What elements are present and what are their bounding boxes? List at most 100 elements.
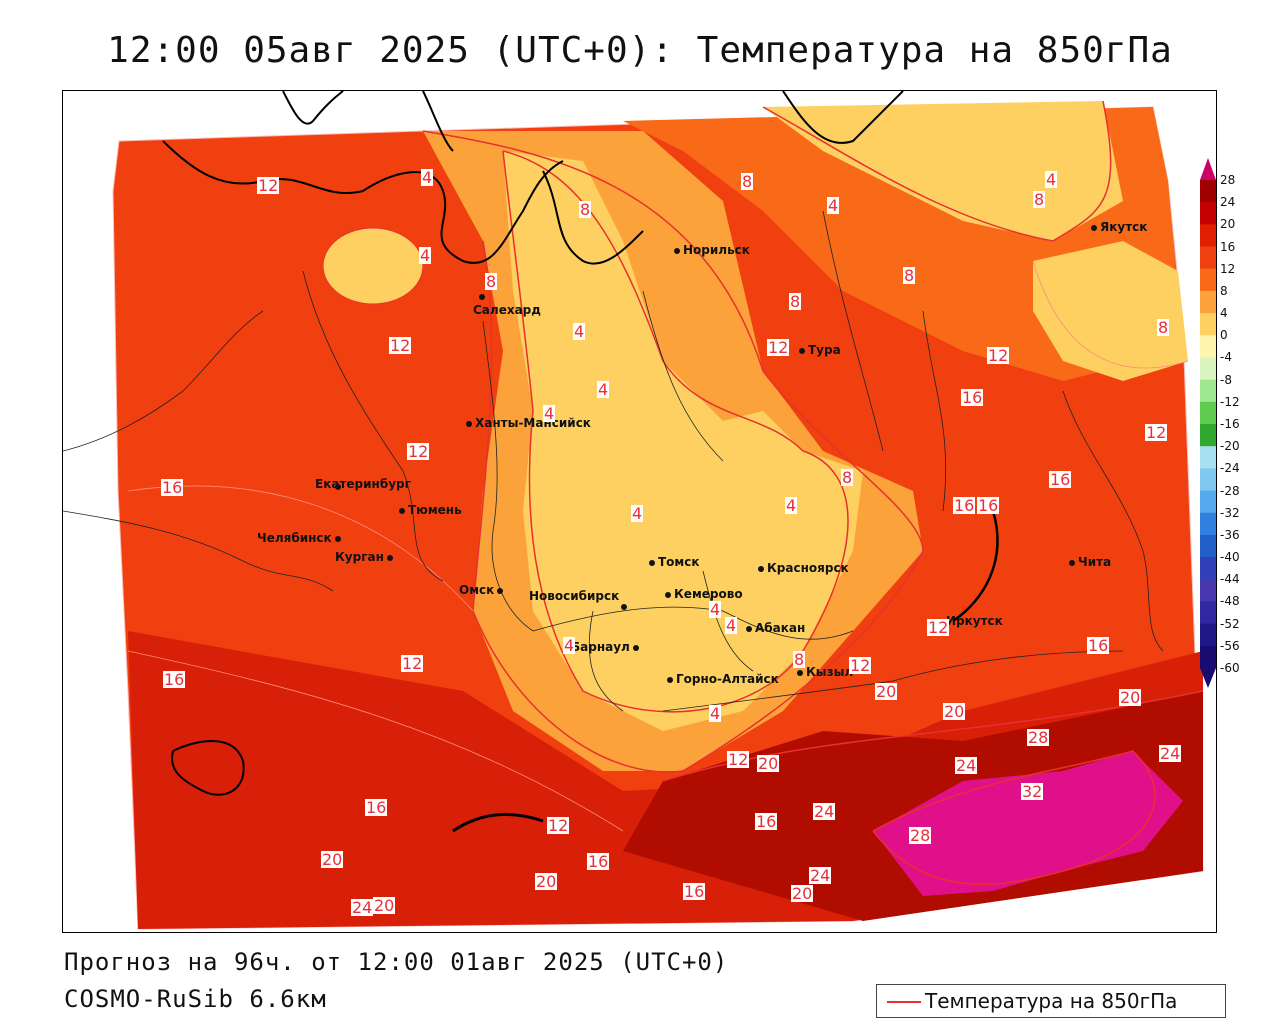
- city-yekaterinburg-label: Екатеринбург: [315, 477, 411, 491]
- contour-label: 16: [365, 798, 388, 817]
- contour-label: 16: [683, 882, 706, 901]
- city-novosibirsk[interactable]: Новосибирск: [529, 589, 620, 603]
- city-tyumen[interactable]: Тюмень: [399, 503, 462, 517]
- colorbar-swatch: [1200, 180, 1216, 203]
- city-marker: [479, 293, 485, 300]
- contour-label: 16: [755, 812, 778, 831]
- colorbar-swatch: [1200, 468, 1216, 492]
- yamal-yellow: [322, 227, 424, 305]
- contour-label: 12: [547, 816, 570, 835]
- contour-label: 8: [903, 266, 916, 285]
- map-canvas: [63, 91, 1204, 930]
- legend: Температура на 850гПа: [876, 984, 1226, 1018]
- city-kyzyl[interactable]: Кызыл: [797, 665, 853, 679]
- contour-label: 4: [631, 504, 644, 523]
- colorbar-swatches: [1200, 158, 1216, 688]
- contour-label: 20: [943, 702, 966, 721]
- contour-label: 24: [955, 756, 978, 775]
- contour-label: 8: [1033, 190, 1046, 209]
- colorbar: 28 24 20 16 12 8 4 0 -4 -8 -12 -16 -20 -24 -28 -32 -36 -4…: [1198, 158, 1278, 690]
- contour-label: 16: [163, 670, 186, 689]
- city-kemerovo[interactable]: Кемерово: [665, 587, 743, 601]
- contour-label: 4: [725, 616, 738, 635]
- temperature-map[interactable]: Норильск Якутск Салехард Тура Ханты-Манс…: [62, 90, 1217, 933]
- contour-label: 8: [841, 468, 854, 487]
- city-marker: [797, 669, 803, 676]
- legend-line-swatch: [887, 1001, 921, 1003]
- colorbar-max-arrow: [1200, 158, 1216, 180]
- city-marker: [335, 483, 341, 490]
- contour-label: 32: [1021, 782, 1044, 801]
- city-abakan[interactable]: Абакан: [746, 621, 805, 635]
- contour-label: 24: [351, 898, 374, 917]
- contour-label: 8: [789, 292, 802, 311]
- city-salekhard[interactable]: [479, 289, 488, 303]
- contour-label: 16: [587, 852, 610, 871]
- colorbar-swatch: [1200, 512, 1216, 536]
- city-marker: [649, 559, 655, 566]
- city-marker: [758, 565, 764, 572]
- contour-label: 8: [741, 172, 754, 191]
- forecast-caption: Прогноз на 96ч. от 12:00 01авг 2025 (UTC…: [64, 948, 729, 976]
- colorbar-swatch: [1200, 357, 1216, 381]
- colorbar-swatch: [1200, 446, 1216, 469]
- colorbar-swatch: [1200, 579, 1216, 602]
- colorbar-swatch: [1200, 623, 1216, 647]
- colorbar-swatch: [1200, 202, 1216, 225]
- city-marker: [334, 535, 341, 542]
- city-yekaterinburg[interactable]: [335, 479, 344, 493]
- city-khanty-mansiysk[interactable]: Ханты-Мансийск: [466, 416, 591, 430]
- city-omsk[interactable]: Омск: [459, 583, 506, 597]
- colorbar-swatch: [1200, 290, 1216, 314]
- novosibirsk-marker: [621, 599, 630, 613]
- city-marker: [497, 587, 504, 594]
- colorbar-tick-label: -24: [1220, 461, 1240, 476]
- city-norilsk[interactable]: Норильск: [674, 243, 750, 257]
- contour-label: 12: [849, 656, 872, 675]
- city-kurgan[interactable]: Курган: [335, 550, 396, 564]
- colorbar-tick-label: -52: [1220, 616, 1240, 631]
- contour-label: 24: [1159, 744, 1182, 763]
- contour-label: 20: [373, 896, 396, 915]
- contour-label: 4: [597, 380, 610, 399]
- colorbar-tick-label: -8: [1220, 372, 1232, 387]
- contour-label: 16: [1049, 470, 1072, 489]
- city-chita[interactable]: Чита: [1069, 555, 1111, 569]
- city-marker: [1069, 559, 1075, 566]
- contour-label: 20: [791, 884, 814, 903]
- contour-label: 20: [757, 754, 780, 773]
- contour-label: 20: [1119, 688, 1142, 707]
- colorbar-swatch: [1200, 601, 1216, 625]
- admin-boundaries: [63, 210, 1164, 712]
- colorbar-tick-label: 4: [1220, 306, 1228, 321]
- legend-label: Температура на 850гПа: [925, 989, 1178, 1013]
- colorbar-swatch: [1200, 379, 1216, 403]
- colorbar-swatch: [1200, 268, 1216, 292]
- city-marker: [466, 420, 472, 427]
- colorbar-tick-label: -28: [1220, 483, 1240, 498]
- page-title: 12:00 05авг 2025 (UTC+0): Температура на…: [107, 30, 1173, 71]
- city-marker: [399, 507, 405, 514]
- colorbar-tick-label: 28: [1220, 173, 1236, 187]
- colorbar-swatch: [1200, 645, 1216, 669]
- colorbar-tick-label: 8: [1220, 283, 1228, 298]
- city-tura[interactable]: Тура: [799, 343, 841, 357]
- contour-label: 12: [257, 176, 280, 195]
- city-yakutsk[interactable]: Якутск: [1091, 220, 1147, 234]
- contour-label: 8: [1157, 318, 1170, 337]
- colorbar-min-arrow: [1200, 668, 1216, 688]
- colorbar-swatch: [1200, 424, 1216, 447]
- city-krasnoyarsk[interactable]: Красноярск: [758, 561, 849, 575]
- contour-label: 20: [535, 872, 558, 891]
- city-chelyabinsk[interactable]: Челябинск: [257, 531, 344, 545]
- city-tomsk[interactable]: Томск: [649, 555, 700, 569]
- city-barnaul[interactable]: Барнаул: [571, 640, 642, 654]
- colorbar-tick-label: -4: [1220, 350, 1232, 365]
- city-gorno-altaysk[interactable]: Горно-Алтайск: [667, 672, 779, 686]
- city-marker: [746, 625, 752, 632]
- contour-label: 4: [1045, 170, 1058, 189]
- colorbar-tick-label: -48: [1220, 594, 1240, 609]
- contour-label: 4: [827, 196, 840, 215]
- colorbar-tick-label: -44: [1220, 572, 1240, 587]
- colorbar-tick-label: 20: [1220, 217, 1236, 232]
